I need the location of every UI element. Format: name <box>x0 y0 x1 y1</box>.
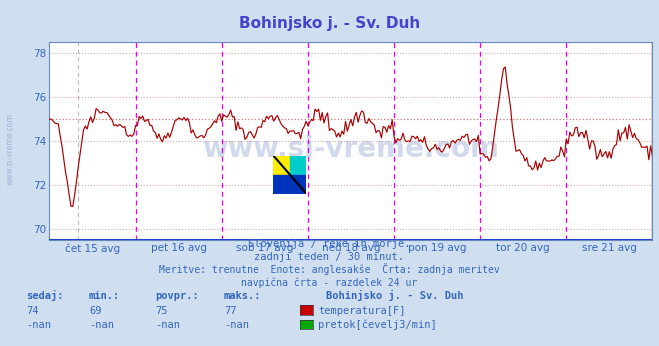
Text: zadnji teden / 30 minut.: zadnji teden / 30 minut. <box>254 252 405 262</box>
Text: navpična črta - razdelek 24 ur: navpična črta - razdelek 24 ur <box>241 278 418 289</box>
Bar <box>290 156 306 175</box>
Text: www.si-vreme.com: www.si-vreme.com <box>202 135 500 163</box>
Text: sedaj:: sedaj: <box>26 290 64 301</box>
Text: Bohinjsko j. - Sv. Duh: Bohinjsko j. - Sv. Duh <box>239 16 420 30</box>
Bar <box>273 156 290 175</box>
Text: -nan: -nan <box>26 320 51 330</box>
Text: 75: 75 <box>155 306 167 316</box>
Text: pretok[čevelj3/min]: pretok[čevelj3/min] <box>318 320 437 330</box>
Text: 74: 74 <box>26 306 39 316</box>
Text: Bohinjsko j. - Sv. Duh: Bohinjsko j. - Sv. Duh <box>326 290 464 301</box>
Text: Slovenija / reke in morje.: Slovenija / reke in morje. <box>248 239 411 249</box>
Text: -nan: -nan <box>155 320 180 330</box>
Text: 69: 69 <box>89 306 101 316</box>
Text: temperatura[F]: temperatura[F] <box>318 306 406 316</box>
Text: www.si-vreme.com: www.si-vreme.com <box>5 113 14 185</box>
Text: povpr.:: povpr.: <box>155 291 198 301</box>
Text: min.:: min.: <box>89 291 120 301</box>
Text: -nan: -nan <box>89 320 114 330</box>
Text: Meritve: trenutne  Enote: anglesakše  Črta: zadnja meritev: Meritve: trenutne Enote: anglesakše Črta… <box>159 263 500 275</box>
Text: 77: 77 <box>224 306 237 316</box>
Bar <box>273 175 306 194</box>
Text: -nan: -nan <box>224 320 249 330</box>
Text: maks.:: maks.: <box>224 291 262 301</box>
